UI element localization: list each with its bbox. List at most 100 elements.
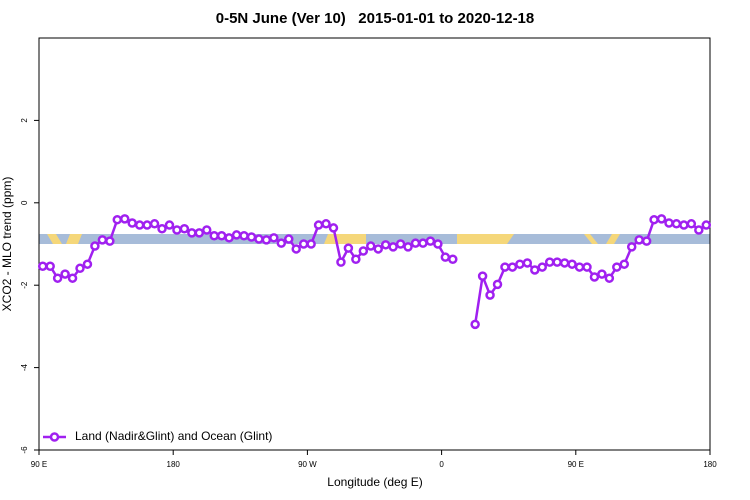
legend-label: Land (Nadir&Glint) and Ocean (Glint) (75, 429, 272, 443)
y-tick-label: 0 (20, 200, 29, 205)
data-point (187, 228, 197, 238)
data-point (172, 225, 182, 235)
data-point (75, 263, 85, 274)
x-tick-label: 90 E (568, 460, 584, 469)
y-tick-label: -6 (20, 446, 29, 454)
data-point (589, 272, 600, 282)
data-point (388, 242, 398, 252)
data-point (246, 232, 257, 242)
x-tick-label: 180 (167, 460, 181, 469)
land-band (584, 234, 598, 244)
data-point (366, 241, 376, 251)
data-point (522, 258, 533, 268)
data-point (298, 239, 309, 249)
data-point (313, 220, 324, 230)
y-tick-label: -4 (20, 363, 29, 371)
data-point (403, 242, 413, 252)
legend-marker (49, 432, 60, 442)
data-point (284, 234, 294, 244)
data-point (52, 273, 63, 283)
data-point (671, 219, 682, 229)
data-point (157, 224, 167, 234)
data-point (351, 254, 361, 264)
data-point (254, 234, 264, 244)
data-point (410, 238, 421, 248)
data-point (664, 218, 674, 228)
data-point (239, 231, 249, 241)
data-point (105, 236, 115, 246)
data-point (492, 279, 503, 290)
y-tick-label: 2 (20, 118, 29, 123)
data-point (604, 273, 615, 283)
data-point (321, 219, 331, 229)
data-point (574, 262, 585, 272)
data-point (448, 254, 458, 264)
data-point (306, 239, 316, 249)
data-point (373, 244, 383, 254)
data-point (37, 261, 48, 271)
data-point (597, 269, 607, 279)
data-point (701, 220, 712, 230)
data-point (231, 230, 242, 240)
data-point (477, 271, 488, 281)
data-point (224, 233, 234, 243)
data-point (358, 246, 369, 256)
data-point (179, 224, 190, 234)
data-point (45, 261, 55, 271)
data-point (619, 259, 630, 269)
data-point (60, 269, 70, 279)
data-point (612, 262, 622, 272)
y-tick-label: -2 (20, 281, 29, 289)
x-tick-label: 90 W (298, 460, 317, 469)
data-point (559, 258, 570, 268)
land-band (457, 234, 514, 244)
data-point (380, 240, 391, 250)
data-point (500, 262, 510, 272)
data-point (67, 273, 78, 283)
data-point (641, 236, 652, 246)
data-point (567, 259, 577, 269)
data-point (530, 265, 540, 275)
data-point (291, 244, 301, 254)
data-point (537, 262, 547, 272)
data-point (328, 223, 339, 233)
data-point (470, 319, 480, 330)
data-point (686, 219, 697, 229)
data-point (656, 214, 667, 224)
data-point (425, 236, 436, 246)
data-point (134, 220, 145, 230)
data-point (582, 262, 592, 272)
data-point (97, 235, 108, 245)
plot-frame (38, 37, 711, 451)
data-point (418, 238, 428, 248)
data-point (485, 290, 495, 300)
x-axis-title: Longitude (deg E) (327, 475, 422, 489)
data-point (261, 235, 272, 245)
data-point (269, 233, 279, 243)
data-point (552, 257, 562, 267)
data-point (142, 220, 152, 230)
data-point (626, 242, 637, 252)
x-tick-label: 180 (703, 460, 717, 469)
data-point (149, 219, 160, 229)
chart-title: 0-5N June (Ver 10) 2015-01-01 to 2020-12… (216, 10, 535, 27)
legend (40, 425, 280, 449)
data-point (119, 214, 130, 224)
land-band (66, 234, 82, 244)
data-point (82, 259, 93, 269)
data-point (433, 239, 443, 249)
x-tick-label: 90 E (31, 460, 47, 469)
data-point (679, 220, 689, 230)
data-point (90, 241, 100, 251)
data-point (216, 231, 227, 241)
data-point (694, 225, 704, 235)
data-point (112, 214, 123, 225)
data-point (343, 243, 354, 253)
x-tick-label: 0 (439, 460, 444, 469)
land-band (47, 234, 62, 244)
data-point (202, 225, 212, 235)
data-point (515, 259, 525, 269)
data-point (507, 262, 518, 272)
data-point (395, 239, 406, 249)
